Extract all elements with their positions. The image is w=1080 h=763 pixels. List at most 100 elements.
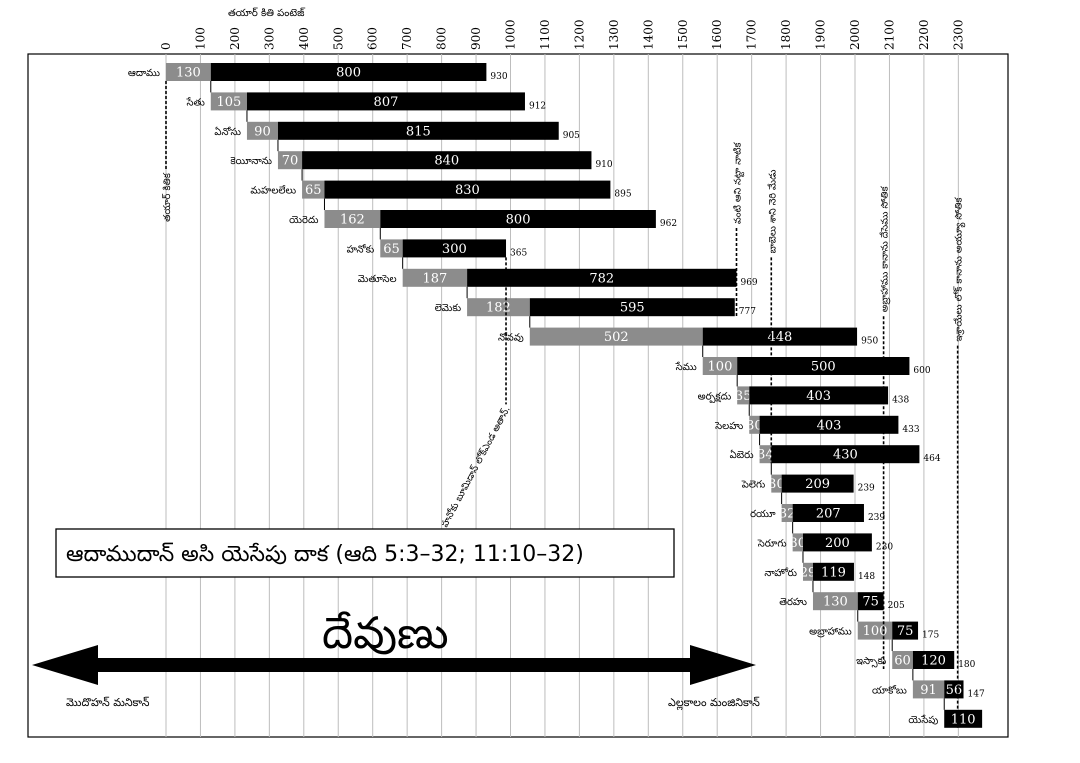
bar-row: 70 840 కెయీనాను 910 [230, 139, 613, 170]
bar-segment-before-son [812, 592, 858, 611]
patriarch-name: సేతు [186, 96, 206, 108]
bar-value-after-son: 815 [406, 124, 431, 139]
x-tick-label: 800 [435, 27, 449, 50]
lifespan-total: 147 [968, 689, 985, 699]
x-tick-label: 1300 [607, 19, 621, 50]
lifespan-total: 912 [529, 101, 546, 111]
bar-value-before-son: 30 [790, 536, 807, 551]
bar-segment-after-son [857, 592, 884, 611]
patriarch-name: యాకోబు [872, 684, 907, 696]
bar-value-before-son: 130 [176, 66, 201, 81]
bar-segment-after-son [759, 415, 899, 434]
patriarch-name: సెలహు [714, 421, 743, 432]
bar-segment-before-son [759, 445, 772, 464]
lifespan-total: 230 [876, 542, 893, 552]
bar-value-before-son: 60 [894, 654, 911, 669]
x-tick-label: 1000 [504, 19, 518, 50]
bar-segment-after-son [944, 709, 983, 728]
bar-value-after-son: 430 [833, 448, 858, 463]
bar-row: 32 207 రయూ 239 [750, 492, 885, 523]
double-arrow [32, 645, 756, 685]
x-tick-label: 300 [262, 27, 276, 50]
patriarch-name: సేము [675, 361, 698, 373]
lifespan-total: 962 [660, 219, 677, 229]
bar-row: 35 403 అర్పక్షదు 438 [698, 375, 910, 405]
bar-segment-after-son [277, 121, 559, 140]
bar-segment-after-son [402, 239, 507, 258]
bar-segment-after-son [749, 386, 889, 405]
bar-row: 90 815 ఏనోసు 905 [214, 110, 580, 141]
bar-segment-after-son [781, 474, 854, 493]
x-tick-label: 1100 [538, 19, 552, 50]
x-tick-label: 200 [228, 27, 242, 50]
patriarch-name: ఆదాము [128, 68, 161, 79]
bar-segment-before-son [324, 210, 381, 228]
bar-segment-before-son [749, 415, 760, 434]
x-tick-label: 400 [297, 27, 311, 50]
bar-row: 502 448 నోవవు 950 [498, 316, 879, 347]
bar-value-after-son: 403 [817, 418, 842, 433]
bar-value-before-son: 130 [823, 595, 848, 610]
bar-value-after-son: 807 [374, 95, 399, 110]
x-tick-label: 500 [331, 27, 345, 50]
bar-value-before-son: 65 [383, 242, 400, 257]
bar-value-after-son: 500 [811, 360, 836, 375]
bar-row: 30 403 సెలహు 433 [714, 404, 920, 435]
annotation-label: తయార్ కితిక [162, 172, 173, 222]
annotation-label: అబ్రాహాము కానాను దేసెము సోతిక [880, 185, 891, 312]
bar-segment-before-son [792, 533, 803, 552]
x-tick-label: 2000 [848, 19, 862, 50]
lifespan-total: 895 [614, 190, 631, 200]
lifespan-total: 910 [595, 160, 612, 170]
patriarch-name: యెరెదు [289, 215, 319, 226]
bar-value-after-son: 207 [816, 507, 841, 522]
bar-value-after-son: 75 [897, 624, 914, 639]
lifespan-total: 969 [740, 278, 757, 288]
x-tick-label: 2200 [917, 19, 931, 50]
bar-segment-after-son [802, 533, 872, 552]
bar-segment-before-son [302, 180, 325, 199]
bar-value-after-son: 448 [767, 330, 792, 345]
bar-segment-after-son [246, 92, 525, 111]
patriarch-name: ఏబెరు [730, 449, 755, 461]
bar-value-before-son: 32 [779, 507, 796, 522]
x-tick-label: 100 [193, 27, 207, 50]
lifespan-total: 905 [563, 131, 580, 141]
x-tick-label: 1700 [745, 19, 759, 50]
bar-value-before-son: 65 [305, 183, 322, 198]
bar-segment-after-son [771, 445, 920, 464]
bar-row: 34 430 ఏబెరు 464 [730, 433, 941, 464]
lifespan-total: 777 [739, 307, 756, 317]
bar-row: 105 807 సేతు 912 [186, 81, 546, 111]
patriarch-name: నోవవు [498, 332, 524, 344]
bar-value-after-son: 782 [589, 271, 614, 286]
bar-value-after-son: 595 [620, 301, 645, 316]
bar-row: 30 200 సెరూగు 230 [757, 522, 893, 552]
bar-value-after-son: 209 [805, 477, 830, 492]
bar-row: 182 595 లెమెకు 777 [435, 286, 756, 317]
bar-value-after-son: 56 [946, 683, 963, 698]
bar-segment-before-son [737, 386, 750, 405]
bar-segment-before-son [912, 680, 945, 699]
bar-segment-before-son [402, 268, 468, 287]
bar-value-before-son: 162 [340, 213, 365, 228]
bar-segment-before-son [781, 504, 793, 522]
x-tick-label: 1200 [572, 19, 586, 50]
lifespan-total: 433 [902, 425, 919, 435]
bar-value-before-son: 35 [735, 389, 752, 404]
bar-value-before-son: 182 [486, 301, 511, 316]
bar-row: 130 75 తెరహు 205 [779, 580, 905, 611]
title-box: ఆదాముదాన్ అసి యెసేపు దాక (ఆది 5:3–32; 11… [55, 528, 675, 578]
bar-value-before-son: 91 [920, 683, 937, 698]
bar-segment-before-son [246, 121, 278, 140]
patriarch-name: సెరూగు [757, 538, 787, 549]
bar-segment-after-son [892, 621, 919, 640]
bar-row: 29 119 నాహోరు 148 [764, 551, 875, 582]
bar-row: 60 120 ఇస్సాకు 180 [856, 639, 976, 670]
patriarch-name: యెసేపు [908, 714, 938, 726]
bar-segment-before-son [702, 357, 738, 375]
lifespan-total: 180 [958, 660, 975, 670]
patriarch-name: నాహోరు [764, 567, 797, 579]
patriarch-name: అర్పక్షదు [698, 391, 732, 403]
